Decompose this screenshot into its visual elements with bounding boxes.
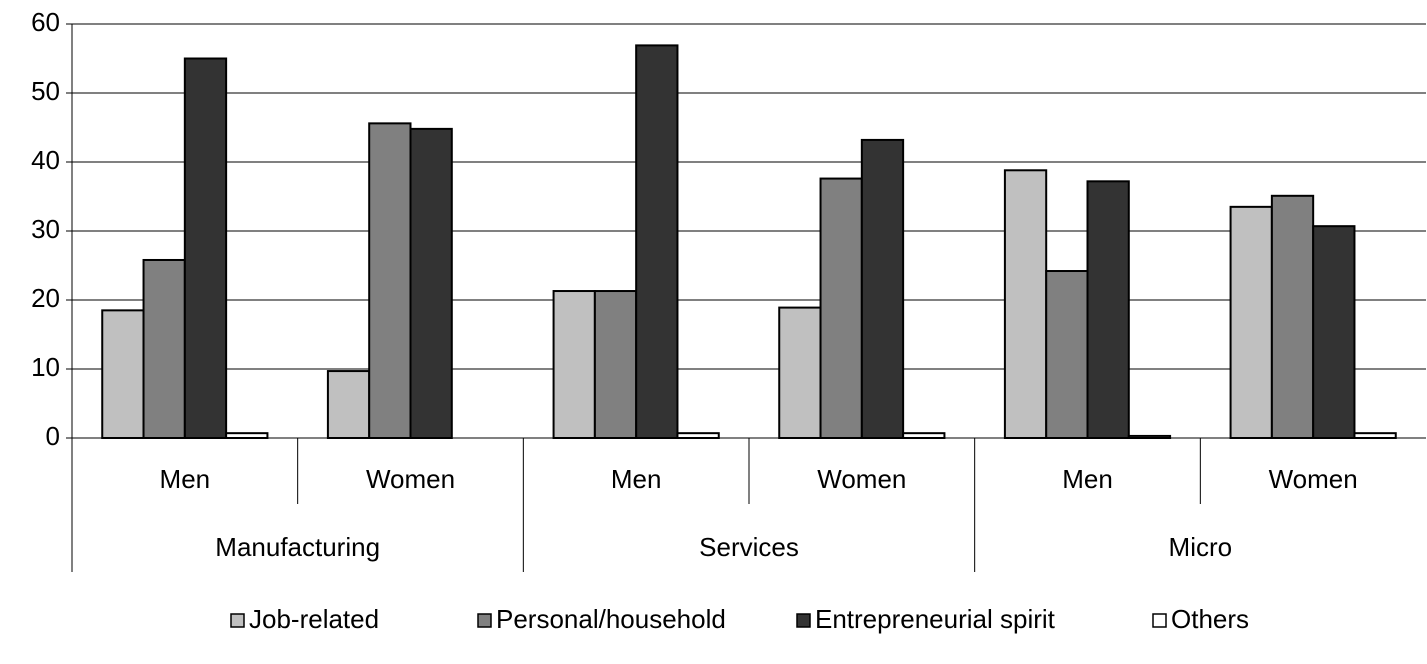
y-tick-label: 30 [31, 214, 60, 244]
bar [1312, 225, 1356, 439]
legend-swatch [796, 613, 811, 628]
bar [1229, 205, 1273, 439]
legend-label: Entrepreneurial spirit [815, 604, 1056, 634]
y-tick-label: 0 [46, 421, 60, 451]
bar [860, 138, 905, 439]
bar [902, 432, 946, 440]
x-tick-label: Women [817, 464, 906, 494]
bar [819, 177, 863, 439]
group-label: Micro [1169, 532, 1233, 562]
bar [778, 306, 822, 439]
y-tick-label: 60 [31, 7, 60, 37]
y-tick-label: 10 [31, 352, 60, 382]
bar [409, 127, 453, 439]
bar [142, 258, 186, 440]
bar [552, 290, 596, 439]
y-tick-label: 50 [31, 76, 60, 106]
bar [676, 432, 720, 440]
legend-label: Job-related [249, 604, 379, 634]
bar [1086, 180, 1130, 439]
bar [326, 370, 371, 440]
y-tick-label: 40 [31, 145, 60, 175]
legend-swatch [1152, 613, 1167, 628]
bar [635, 44, 679, 439]
legend-label: Others [1171, 604, 1249, 634]
x-tick-label: Men [1062, 464, 1113, 494]
x-tick-label: Men [160, 464, 211, 494]
bar [1003, 169, 1048, 439]
bar [1045, 270, 1089, 439]
legend-swatch [230, 613, 245, 628]
x-tick-label: Women [1269, 464, 1358, 494]
group-label: Services [699, 532, 799, 562]
bar [101, 309, 145, 440]
x-tick-label: Men [611, 464, 662, 494]
y-tick-label: 20 [31, 283, 60, 313]
bar [593, 290, 638, 439]
group-label: Manufacturing [215, 532, 380, 562]
legend-label: Personal/household [496, 604, 726, 634]
bar [368, 122, 412, 440]
bar [183, 57, 228, 439]
x-tick-label: Women [366, 464, 455, 494]
bar [1270, 194, 1315, 439]
bar [225, 432, 269, 440]
legend-swatch [477, 613, 492, 628]
bar [1353, 432, 1397, 440]
